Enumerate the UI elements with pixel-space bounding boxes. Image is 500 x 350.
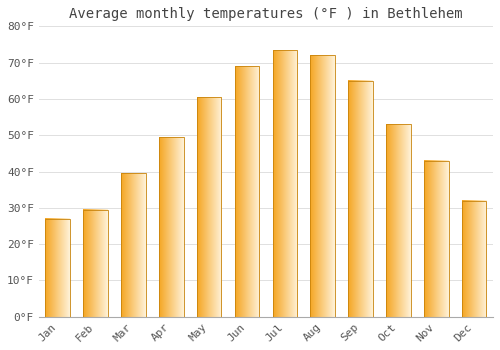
Bar	[84, 210, 108, 317]
Bar	[46, 219, 70, 317]
Bar	[197, 97, 222, 317]
Bar	[121, 173, 146, 317]
Bar	[310, 55, 335, 317]
Bar	[234, 66, 260, 317]
Title: Average monthly temperatures (°F ) in Bethlehem: Average monthly temperatures (°F ) in Be…	[69, 7, 462, 21]
Bar	[462, 201, 486, 317]
Bar	[272, 50, 297, 317]
Bar	[159, 137, 184, 317]
Bar	[348, 81, 373, 317]
Bar	[386, 124, 410, 317]
Bar	[424, 161, 448, 317]
